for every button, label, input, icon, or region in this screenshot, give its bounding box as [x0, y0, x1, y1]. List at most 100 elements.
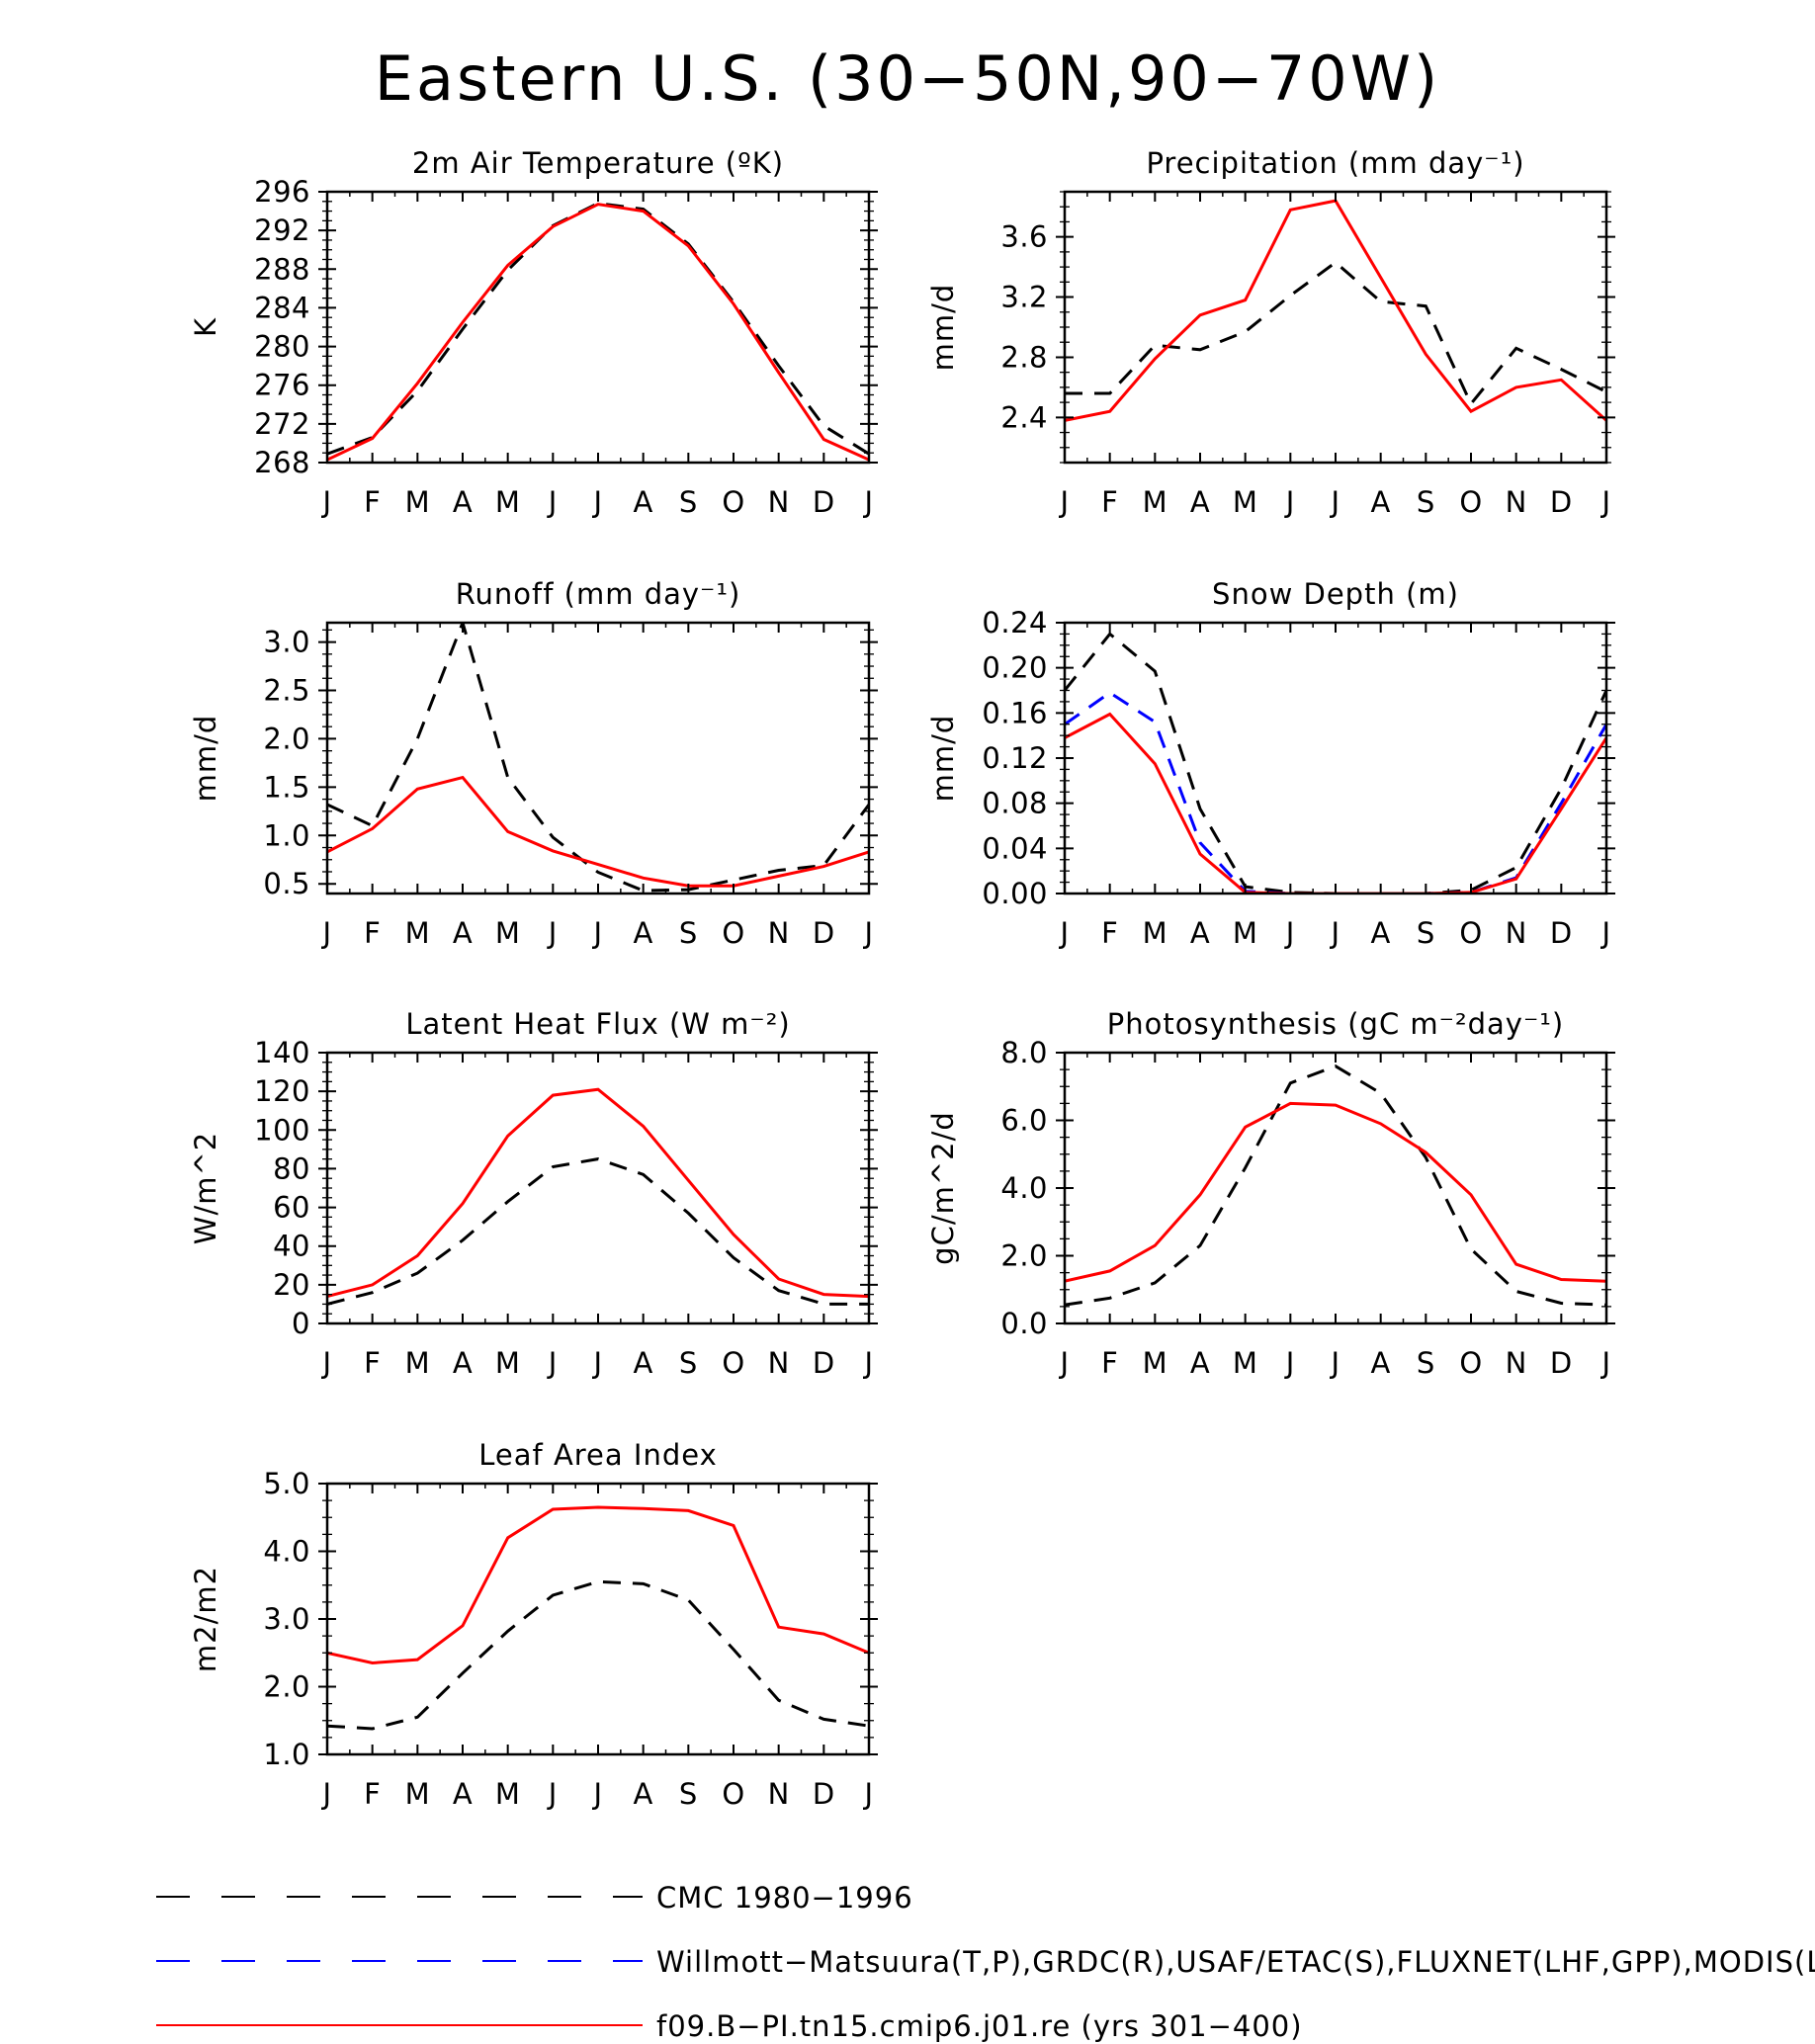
legend-label-0: CMC 1980−1996 — [656, 1881, 913, 1915]
x-tick-label: A — [633, 1777, 652, 1811]
y-tick-label: 3.2 — [1000, 281, 1048, 314]
x-tick-label: J — [320, 1777, 331, 1811]
x-tick-label: D — [813, 1346, 835, 1380]
x-tick-label: D — [813, 485, 835, 519]
x-tick-label: J — [1284, 1346, 1295, 1380]
series-line-0 — [1065, 632, 1606, 894]
x-tick-label: J — [1329, 1346, 1340, 1380]
y-tick-label: 140 — [254, 1036, 310, 1069]
y-tick-label: 280 — [254, 330, 310, 364]
y-axis-label: mm/d — [926, 284, 960, 372]
series-line-0 — [327, 202, 869, 456]
y-tick-label: 80 — [273, 1151, 310, 1185]
series-line-1 — [327, 203, 869, 462]
y-tick-label: 1.0 — [263, 1738, 310, 1771]
x-tick-label: J — [1058, 1346, 1069, 1380]
x-tick-label: D — [813, 916, 835, 950]
y-tick-label: 20 — [273, 1268, 310, 1302]
y-tick-label: 1.5 — [263, 770, 310, 804]
x-tick-label: J — [1329, 485, 1340, 519]
plot-frame — [325, 1482, 871, 1756]
x-tick-label: J — [320, 1346, 331, 1380]
y-tick-label: 6.0 — [1000, 1104, 1048, 1138]
x-tick-label: O — [1459, 485, 1482, 519]
panel-title: Precipitation (mm day⁻¹) — [1146, 146, 1524, 180]
y-tick-label: 3.6 — [1000, 220, 1048, 254]
x-tick-label: J — [1284, 485, 1295, 519]
y-axis-label: mm/d — [926, 715, 960, 803]
x-tick-label: A — [633, 485, 652, 519]
series-line-0 — [327, 623, 869, 893]
panel-title: Photosynthesis (gC m⁻²day⁻¹) — [1107, 1007, 1564, 1041]
y-tick-label: 276 — [254, 369, 310, 402]
x-tick-label: A — [633, 916, 652, 950]
y-tick-label: 0.12 — [982, 741, 1048, 775]
x-tick-label: J — [862, 1777, 873, 1811]
x-tick-label: S — [679, 916, 698, 950]
x-tick-label: F — [1101, 1346, 1118, 1380]
x-tick-label: F — [364, 485, 381, 519]
series-line-1 — [327, 775, 869, 888]
x-tick-label: O — [722, 485, 744, 519]
x-tick-label: A — [453, 1777, 473, 1811]
y-tick-label: 3.0 — [263, 626, 310, 659]
x-tick-label: O — [722, 916, 744, 950]
y-tick-label: 268 — [254, 446, 310, 479]
y-tick-label: 0.0 — [1000, 1307, 1048, 1340]
y-axis-label: W/m^2 — [189, 1132, 222, 1244]
x-tick-label: O — [1459, 916, 1482, 950]
x-tick-label: N — [768, 1346, 790, 1380]
x-tick-label: N — [1506, 485, 1527, 519]
series-line-1 — [327, 1087, 869, 1299]
x-tick-label: N — [768, 485, 790, 519]
y-tick-label: 292 — [254, 213, 310, 247]
x-tick-label: M — [1233, 485, 1258, 519]
x-tick-label: J — [1599, 1346, 1610, 1380]
x-tick-label: O — [722, 1346, 744, 1380]
y-tick-label: 4.0 — [263, 1535, 310, 1569]
x-tick-label: J — [1284, 916, 1295, 950]
x-tick-label: J — [547, 1346, 558, 1380]
y-tick-label: 272 — [254, 407, 310, 441]
series-line-0 — [1065, 260, 1606, 407]
x-tick-label: M — [495, 485, 521, 519]
panel-title: Latent Heat Flux (W m⁻²) — [405, 1007, 790, 1041]
y-tick-label: 4.0 — [1000, 1171, 1048, 1205]
x-tick-label: A — [1370, 916, 1390, 950]
x-tick-label: A — [1190, 1346, 1210, 1380]
x-tick-label: M — [405, 1346, 431, 1380]
x-tick-label: A — [1370, 485, 1390, 519]
panels: J F M A M J J A S O N D J2682722762802842882922962m … — [189, 146, 1615, 1811]
y-tick-label: 0.20 — [982, 651, 1048, 685]
panel-title: Runoff (mm day⁻¹) — [456, 577, 741, 611]
x-tick-label: F — [1101, 485, 1118, 519]
x-tick-label: J — [1329, 916, 1340, 950]
panel-0: J F M A M J J A S O N D J2682722762802842882922962m … — [189, 146, 878, 519]
y-tick-label: 60 — [273, 1191, 310, 1225]
y-axis-label: m2/m2 — [189, 1566, 222, 1672]
x-tick-label: J — [320, 485, 331, 519]
x-tick-label: F — [1101, 916, 1118, 950]
x-tick-label: D — [813, 1777, 835, 1811]
x-tick-label: J — [320, 916, 331, 950]
y-tick-label: 2.8 — [1000, 340, 1048, 374]
y-tick-label: 0.00 — [982, 877, 1048, 910]
y-tick-label: 0.5 — [263, 867, 310, 900]
y-tick-label: 2.4 — [1000, 400, 1048, 434]
x-tick-label: S — [1417, 916, 1435, 950]
x-tick-label: M — [405, 916, 431, 950]
y-axis-label: gC/m^2/d — [926, 1111, 960, 1265]
x-tick-label: J — [591, 916, 602, 950]
y-tick-label: 0 — [292, 1307, 310, 1340]
x-tick-label: A — [1190, 485, 1210, 519]
panel-title: Leaf Area Index — [478, 1438, 717, 1472]
x-tick-label: D — [1550, 916, 1573, 950]
x-tick-label: J — [862, 485, 873, 519]
series-line-0 — [1065, 1065, 1606, 1307]
x-tick-label: F — [364, 1346, 381, 1380]
y-tick-label: 288 — [254, 252, 310, 286]
x-tick-label: J — [547, 485, 558, 519]
y-tick-label: 100 — [254, 1113, 310, 1147]
